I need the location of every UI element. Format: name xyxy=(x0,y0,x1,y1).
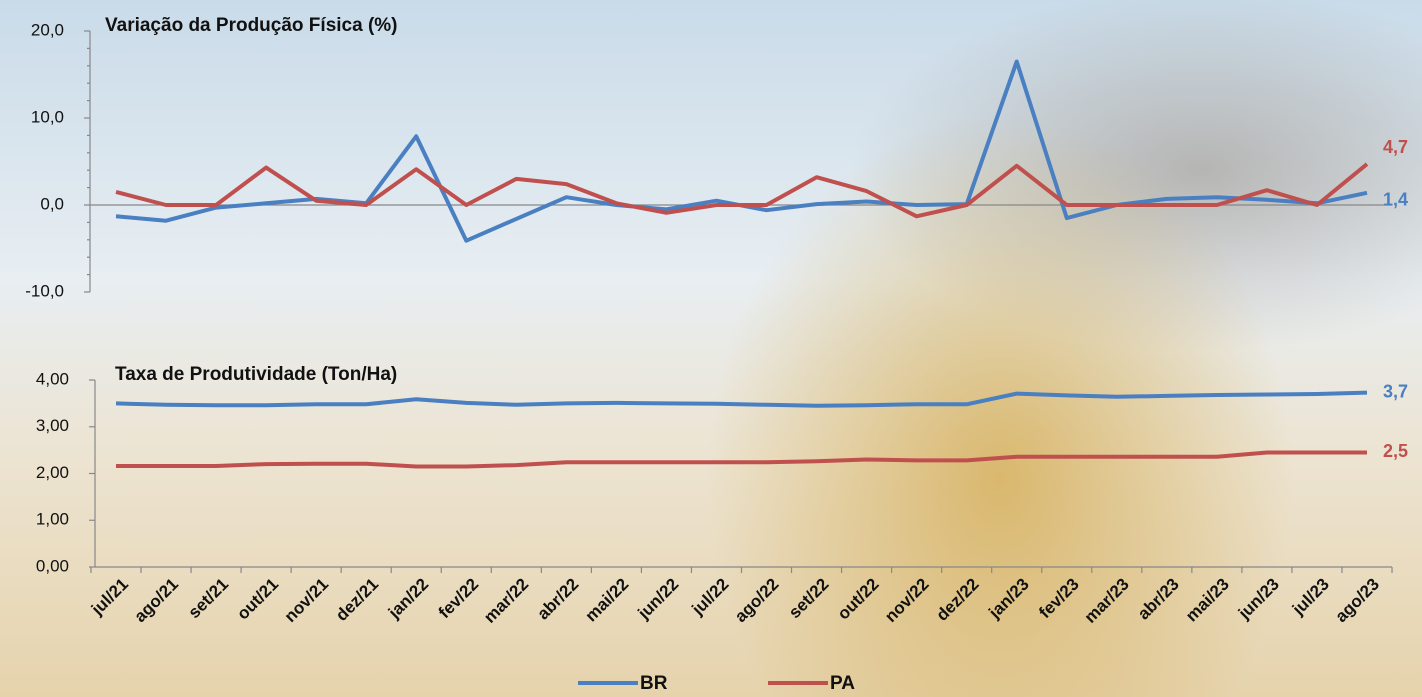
x-tick-label: mai/23 xyxy=(1182,575,1233,626)
y-tick-label: 1,00 xyxy=(36,510,69,529)
data-line xyxy=(115,390,1368,408)
x-tick-label: dez/21 xyxy=(332,575,382,625)
x-tick-label: ago/22 xyxy=(731,575,783,627)
end-value-label: 1,4 xyxy=(1383,190,1408,210)
x-tick-label: abr/22 xyxy=(534,575,583,624)
end-value-label: 3,7 xyxy=(1383,381,1408,401)
x-tick-label: mar/23 xyxy=(1081,575,1133,627)
x-tick-label: jan/22 xyxy=(384,575,432,623)
x-tick-label: nov/21 xyxy=(281,575,333,627)
x-tick-label: jun/22 xyxy=(634,575,683,624)
x-tick-label: ago/23 xyxy=(1331,575,1383,627)
legend-label: BR xyxy=(640,673,668,694)
chart-title: Variação da Produção Física (%) xyxy=(105,15,398,36)
data-line xyxy=(115,162,1369,219)
y-tick-label: 20,0 xyxy=(31,20,64,39)
y-tick-label: 0,0 xyxy=(40,194,64,213)
chart-title: Taxa de Produtividade (Ton/Ha) xyxy=(115,364,397,385)
y-tick-label: 10,0 xyxy=(31,107,64,126)
x-tick-label: dez/22 xyxy=(932,575,982,625)
data-line xyxy=(115,59,1368,243)
end-value-label: 4,7 xyxy=(1383,137,1408,157)
data-line xyxy=(116,450,1367,469)
y-tick-label: 4,00 xyxy=(36,369,69,388)
x-tick-label: jul/21 xyxy=(87,575,132,620)
x-tick-label: jan/23 xyxy=(984,575,1032,623)
x-tick-label: fev/22 xyxy=(435,575,483,623)
y-tick-label: 3,00 xyxy=(36,416,69,435)
y-tick-label: 2,00 xyxy=(36,463,69,482)
x-tick-label: jul/22 xyxy=(688,575,733,620)
y-tick-label: 0,00 xyxy=(36,556,69,575)
x-tick-label: mar/22 xyxy=(480,575,532,627)
x-tick-label: nov/22 xyxy=(881,575,933,627)
x-tick-label: ago/21 xyxy=(131,575,183,627)
x-tick-label: set/21 xyxy=(185,575,233,623)
x-tick-label: jul/23 xyxy=(1288,575,1333,620)
x-tick-label: fev/23 xyxy=(1035,575,1083,623)
end-value-label: 2,5 xyxy=(1383,441,1408,461)
x-tick-label: jun/23 xyxy=(1234,575,1283,624)
x-tick-label: abr/23 xyxy=(1134,575,1183,624)
x-tick-label: out/22 xyxy=(834,575,883,624)
legend-label: PA xyxy=(830,673,855,694)
y-tick-label: -10,0 xyxy=(25,281,64,300)
x-tick-label: set/22 xyxy=(785,575,833,623)
x-tick-label: out/21 xyxy=(233,575,282,624)
x-tick-label: mai/22 xyxy=(582,575,633,626)
